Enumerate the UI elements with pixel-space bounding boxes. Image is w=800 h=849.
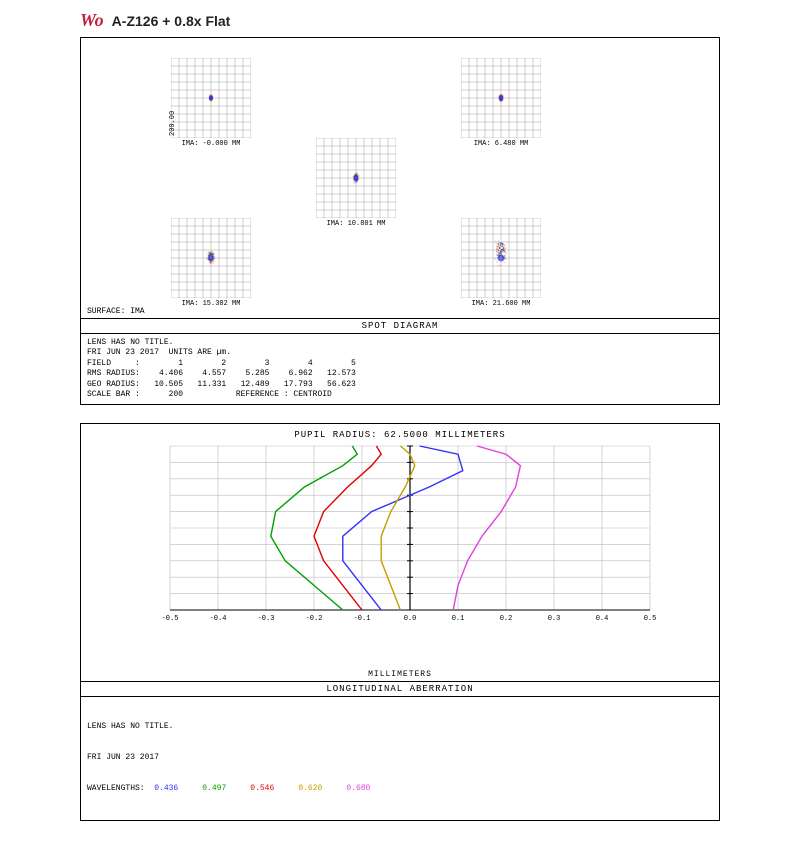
la-chart: -0.5 -0.4 -0.3 -0.2 -0.1 0.0 0.1 0.2 0.3 0.4 0.5 — [130, 440, 670, 628]
spot-label: IMA: 10.801 MM — [316, 220, 396, 228]
svg-text:-0.4: -0.4 — [210, 615, 227, 623]
longitudinal-aberration-panel: PUPIL RADIUS: 62.5000 MILLIMETERS -0.5-0… — [80, 423, 720, 820]
svg-text:0.5: 0.5 — [644, 615, 657, 623]
spot-box: IMA: -0.000 MM200.00 — [171, 58, 251, 138]
logo-text: Wo — [80, 10, 104, 30]
spot-diagram-panel: SURFACE: IMA IMA: -0.000 MM200.00IMA: 6.… — [80, 37, 720, 405]
svg-text:-0.1: -0.1 — [354, 615, 371, 623]
pupil-radius-title: PUPIL RADIUS: 62.5000 MILLIMETERS — [81, 424, 719, 440]
spot-box: IMA: 10.801 MM — [316, 138, 396, 218]
wavelengths-line: WAVELENGTHS: 0.436 0.497 0.546 0.620 0.6… — [87, 784, 713, 794]
wavelengths-prefix: WAVELENGTHS: — [87, 784, 154, 793]
wavelength-value: 0.680 — [346, 784, 370, 793]
la-line2: FRI JUN 23 2017 — [87, 753, 713, 763]
svg-text:-0.5: -0.5 — [162, 615, 179, 623]
la-xlabel: MILLIMETERS — [81, 670, 719, 681]
spot-label: IMA: 21.600 MM — [461, 300, 541, 308]
svg-text:0.4: 0.4 — [596, 615, 609, 623]
svg-text:-0.3: -0.3 — [258, 615, 275, 623]
spot-diagram-data: LENS HAS NO TITLE. FRI JUN 23 2017 UNITS… — [81, 333, 719, 404]
spot-label: IMA: 15.302 MM — [171, 300, 251, 308]
spot-box: IMA: 15.302 MM — [171, 218, 251, 298]
header: Wo A-Z126 + 0.8x Flat — [80, 10, 720, 31]
spot-grid — [461, 58, 541, 138]
svg-text:0.2: 0.2 — [500, 615, 513, 623]
spot-box: IMA: 6.480 MM — [461, 58, 541, 138]
la-line1: LENS HAS NO TITLE. — [87, 722, 713, 732]
spot-label: IMA: -0.000 MM — [171, 140, 251, 148]
la-plot-area: -0.5 -0.4 -0.3 -0.2 -0.1 0.0 0.1 0.2 0.3 0.4 0.5 — [81, 440, 719, 670]
surface-label: SURFACE: IMA — [87, 307, 145, 316]
spot-grid — [316, 138, 396, 218]
wavelength-value: 0.546 — [250, 784, 274, 793]
la-section-title: LONGITUDINAL ABERRATION — [81, 681, 719, 696]
spot-box: IMA: 21.600 MM — [461, 218, 541, 298]
wavelength-value: 0.497 — [202, 784, 226, 793]
wavelength-value: 0.620 — [298, 784, 322, 793]
logo: Wo — [80, 10, 104, 31]
spot-grid — [171, 218, 251, 298]
svg-text:0.1: 0.1 — [452, 615, 465, 623]
spot-diagram-area: SURFACE: IMA IMA: -0.000 MM200.00IMA: 6.… — [81, 38, 719, 318]
svg-text:0.0: 0.0 — [404, 615, 417, 623]
la-data-block: LENS HAS NO TITLE. FRI JUN 23 2017 WAVEL… — [81, 696, 719, 819]
scalebar-label: 200.00 — [169, 111, 177, 136]
svg-text:-0.2: -0.2 — [306, 615, 323, 623]
wavelength-value: 0.436 — [154, 784, 178, 793]
spot-grid — [171, 58, 251, 138]
page-title: A-Z126 + 0.8x Flat — [112, 13, 231, 29]
spot-diagram-title: SPOT DIAGRAM — [81, 318, 719, 333]
spot-label: IMA: 6.480 MM — [461, 140, 541, 148]
svg-text:0.3: 0.3 — [548, 615, 561, 623]
spot-grid — [461, 218, 541, 298]
